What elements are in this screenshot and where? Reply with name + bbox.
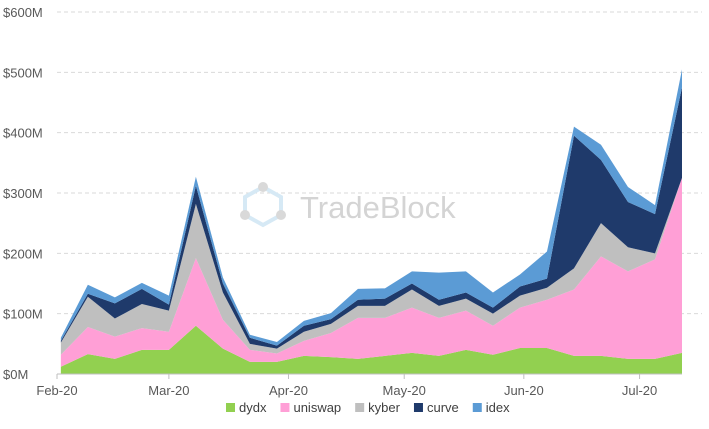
legend: dydx uniswap kyber curve idex: [226, 400, 510, 415]
x-tick-label: Jul-20: [622, 383, 657, 398]
x-tick-label: Jun-20: [504, 383, 544, 398]
legend-swatch-idex: [472, 403, 482, 412]
x-tick-label: Mar-20: [148, 383, 189, 398]
legend-label-idex: idex: [486, 400, 510, 415]
y-tick-label: $200M: [3, 246, 43, 261]
y-tick-label: $500M: [3, 65, 43, 80]
tradeblock-logo-icon: [240, 182, 286, 228]
y-tick-label: $300M: [3, 186, 43, 201]
legend-swatch-uniswap: [280, 403, 290, 412]
area-dydx: [60, 325, 682, 374]
area-series: [60, 69, 682, 374]
y-tick-label: $400M: [3, 126, 43, 141]
legend-swatch-curve: [413, 403, 423, 412]
legend-label-kyber: kyber: [368, 400, 400, 415]
watermark-text: TradeBlock: [300, 190, 456, 225]
area-kyber: [60, 177, 682, 355]
y-tick-label: $100M: [3, 307, 43, 322]
area-uniswap: [60, 177, 682, 367]
legend-swatch-dydx: [226, 403, 235, 412]
y-tick-label: $600M: [3, 5, 43, 20]
y-axis-ticks: $0M $100M $200M $300M $400M $500M $600M: [3, 5, 43, 382]
legend-label-curve: curve: [427, 400, 459, 415]
tradeblock-watermark: TradeBlock: [240, 182, 456, 228]
y-tick-label: $0M: [3, 367, 28, 382]
area-idex: [60, 69, 682, 346]
x-axis-ticks: Feb-20 Mar-20 Apr-20 May-20 Jun-20 Jul-20: [36, 374, 657, 398]
legend-label-uniswap: uniswap: [293, 400, 341, 415]
x-tick-label: Feb-20: [36, 383, 77, 398]
x-tick-label: Apr-20: [269, 383, 308, 398]
x-tick-label: May-20: [383, 383, 426, 398]
legend-label-dydx: dydx: [239, 400, 267, 415]
legend-swatch-kyber: [355, 403, 365, 412]
